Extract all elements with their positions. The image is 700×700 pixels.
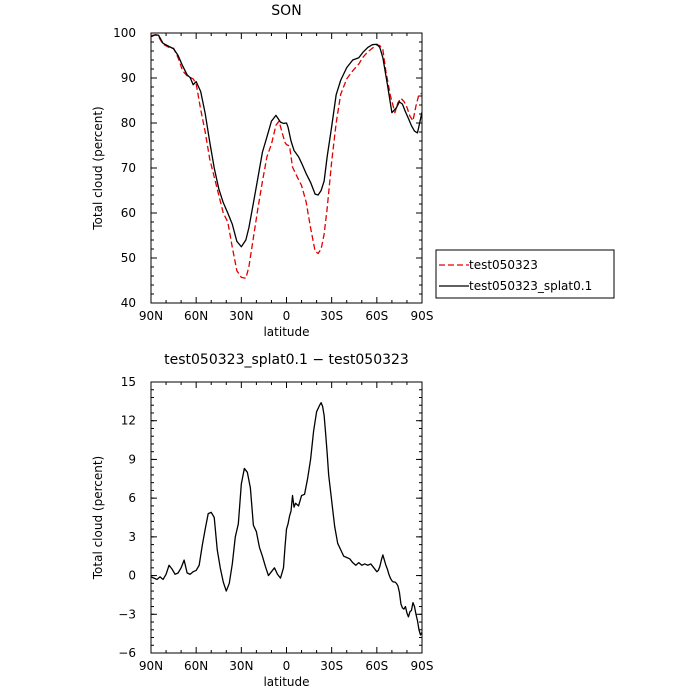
y-tick-label: 0 (128, 569, 136, 583)
x-tick-label: 60S (365, 659, 388, 673)
plot-frame (150, 381, 423, 654)
legend-box (435, 249, 615, 299)
series-line-test050323 (151, 34, 422, 279)
y-axis-label: Total cloud (percent) (91, 106, 105, 230)
x-tick-label: 60N (184, 309, 208, 323)
x-tick-label: 90N (139, 309, 163, 323)
y-tick-label: −3 (118, 607, 136, 621)
plot-frame (150, 32, 423, 304)
x-tick-label: 30N (229, 659, 253, 673)
x-tick-label: 90S (411, 309, 434, 323)
series-line-test050323-splat0-1 (151, 34, 422, 248)
y-tick-label: 3 (128, 530, 136, 544)
x-tick-label: 90S (411, 659, 434, 673)
y-tick-label: 60 (121, 206, 136, 220)
y-tick-label: 100 (113, 26, 136, 40)
x-tick-label: 30S (320, 309, 343, 323)
x-tick-label: 60N (184, 659, 208, 673)
x-tick-label: 0 (283, 659, 291, 673)
chart-title: test050323_splat0.1 − test050323 (164, 352, 409, 368)
y-tick-label: 70 (121, 161, 136, 175)
y-tick-label: 40 (121, 296, 136, 310)
y-tick-label: 50 (121, 251, 136, 265)
chart-bottom: 90N 60N 30N 0 30S 60S 90S −6 −3 0 3 6 9 12 15 test05032… (91, 352, 433, 689)
x-tick-label: 0 (283, 309, 291, 323)
y-axis-label: Total cloud (percent) (91, 456, 105, 580)
x-axis-label: latitude (263, 675, 309, 689)
y-tick-label: 15 (121, 375, 136, 389)
x-tick-label: 60S (365, 309, 388, 323)
x-tick-label: 30N (229, 309, 253, 323)
chart-top: 90N 60N 30N 0 30S 60S 90S 40 50 60 70 80 90 100 SON lat… (91, 3, 615, 339)
y-tick-label: 90 (121, 71, 136, 85)
legend-label: test050323 (469, 258, 538, 272)
y-tick-label: 80 (121, 116, 136, 130)
chart-title: SON (271, 3, 301, 19)
legend-label: test050323_splat0.1 (469, 279, 592, 293)
y-tick-label: 6 (128, 491, 136, 505)
y-tick-label: −6 (118, 646, 136, 660)
y-tick-label: 9 (128, 452, 136, 466)
x-axis-label: latitude (263, 325, 309, 339)
legend: test050323 test050323_splat0.1 (435, 249, 615, 299)
series-line-difference (151, 401, 422, 636)
y-tick-label: 12 (121, 414, 136, 428)
x-tick-label: 90N (139, 659, 163, 673)
x-tick-label: 30S (320, 659, 343, 673)
